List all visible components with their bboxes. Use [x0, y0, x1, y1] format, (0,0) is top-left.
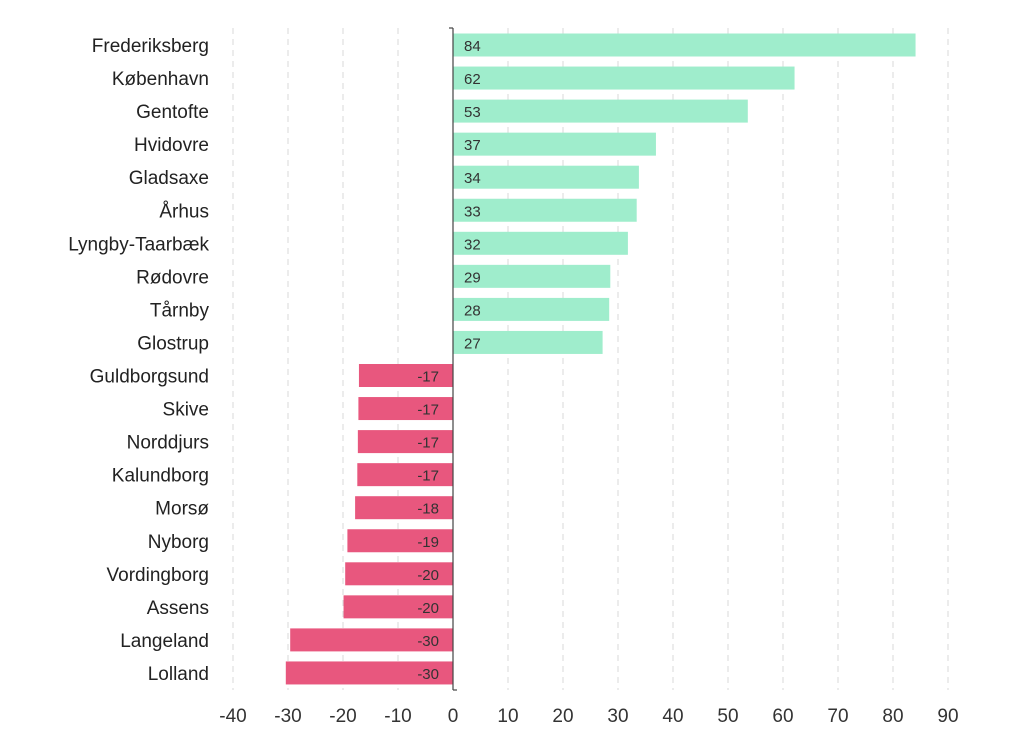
bar: [357, 463, 453, 487]
bar: [453, 33, 916, 57]
category-label: Skive: [163, 400, 209, 421]
category-label: Assens: [147, 598, 209, 619]
category-label: Morsø: [155, 499, 209, 520]
x-tick-label: 70: [827, 706, 848, 727]
data-label: -20: [417, 567, 439, 584]
bar: [453, 330, 603, 354]
data-label: 34: [464, 170, 481, 187]
x-tick-label: 10: [497, 706, 518, 727]
x-tick-label: 40: [662, 706, 683, 727]
data-label: -19: [417, 534, 439, 551]
category-label: Århus: [159, 201, 209, 222]
bar: [453, 66, 795, 90]
category-label: Kalundborg: [112, 466, 209, 487]
data-label: -30: [417, 633, 439, 650]
bar: [453, 297, 610, 321]
category-label: Vordingborg: [107, 565, 209, 586]
category-label: Gladsaxe: [129, 168, 209, 189]
x-tick-label: 60: [772, 706, 793, 727]
category-label: Lolland: [148, 664, 209, 685]
data-label: 53: [464, 104, 481, 121]
bar: [285, 661, 453, 685]
data-label: 29: [464, 269, 481, 286]
bar: [347, 529, 453, 553]
bar: [345, 562, 453, 586]
bar: [358, 364, 453, 387]
category-label: Frederiksberg: [92, 36, 209, 57]
bar: [358, 397, 453, 421]
bar: [453, 231, 628, 255]
labels: -40 -30 -20 -10 0 10 20 30 40 50 60 70 80 90 84 Frederi…: [68, 36, 958, 727]
bar: [453, 264, 611, 288]
bar: [343, 595, 453, 619]
data-label: 84: [464, 38, 481, 55]
x-tick-label: -30: [274, 706, 301, 727]
category-label: Hvidovre: [134, 135, 209, 156]
category-label: Guldborgsund: [90, 367, 209, 388]
bar: [453, 165, 639, 189]
x-tick-label: 80: [882, 706, 903, 727]
bar: [453, 198, 637, 222]
x-tick-label: 50: [717, 706, 738, 727]
data-label: 32: [464, 236, 481, 253]
data-label: -20: [417, 600, 439, 617]
bar: [453, 132, 656, 156]
category-label: Lyngby-Taarbæk: [68, 234, 209, 255]
data-label: -17: [417, 435, 439, 452]
data-label: -30: [417, 666, 439, 683]
data-label: 37: [464, 137, 481, 154]
gridlines: [232, 28, 949, 690]
category-label: Langeland: [120, 631, 209, 652]
category-label: Nyborg: [148, 532, 209, 553]
data-label: -17: [417, 369, 439, 386]
data-label: 27: [464, 335, 481, 352]
data-label: -17: [417, 468, 439, 485]
zero-axis: [449, 27, 457, 691]
data-label: 28: [464, 302, 481, 319]
bar: [290, 628, 453, 652]
category-label: Tårnby: [150, 300, 210, 321]
category-label: København: [112, 69, 209, 90]
category-label: Rødovre: [136, 267, 209, 288]
x-tick-label: 30: [607, 706, 628, 727]
category-label: Glostrup: [137, 333, 209, 354]
bars: [285, 33, 916, 685]
bar: [357, 430, 453, 454]
bar: [453, 99, 748, 123]
data-label: 62: [464, 71, 481, 88]
x-tick-label: 20: [552, 706, 573, 727]
bar: [355, 496, 453, 520]
x-tick-label: -10: [384, 706, 411, 727]
data-label: -18: [417, 501, 439, 518]
x-tick-label: 0: [448, 706, 459, 727]
x-tick-label: -20: [329, 706, 356, 727]
data-label: 33: [464, 203, 481, 220]
category-label: Gentofte: [136, 102, 209, 123]
x-tick-label: -40: [219, 706, 246, 727]
category-label: Norddjurs: [127, 433, 209, 454]
data-label: -17: [417, 402, 439, 419]
x-tick-label: 90: [937, 706, 958, 727]
